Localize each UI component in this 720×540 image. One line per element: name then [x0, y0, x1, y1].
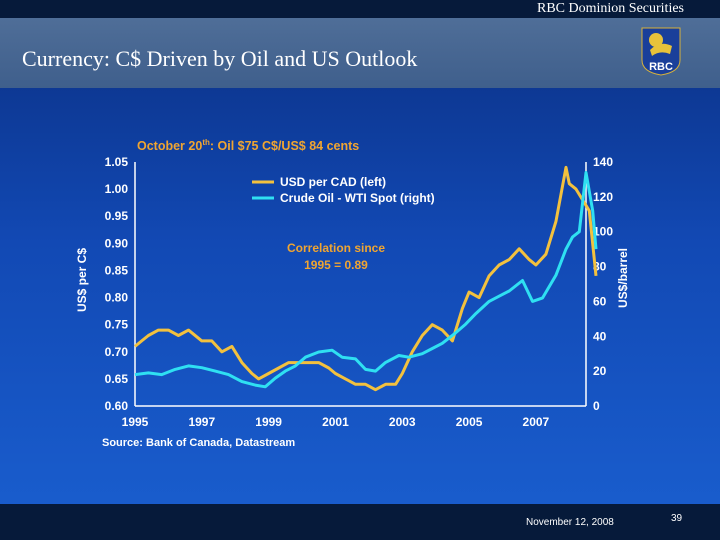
y-left-tick-label: 0.85: [105, 263, 129, 277]
y-left-tick-label: 0.70: [105, 345, 129, 359]
y-left-tick-label: 1.00: [105, 182, 129, 196]
logo-text: RBC: [649, 61, 673, 73]
chart-title-suffix: : Oil $75 C$/US$ 84 cents: [210, 139, 359, 153]
x-tick-label: 1997: [188, 415, 215, 429]
correlation-annotation-line2: 1995 = 0.89: [304, 258, 368, 272]
legend-label-usdcad: USD per CAD (left): [280, 175, 386, 189]
y-left-tick-label: 0.95: [105, 209, 129, 223]
bottom-bar: November 12, 2008 39: [0, 504, 720, 540]
x-tick-label: 1995: [122, 415, 149, 429]
series-lines: [134, 165, 598, 392]
y-left-tick-label: 0.65: [105, 372, 129, 386]
y-right-tick-label: 40: [593, 329, 607, 343]
y-right-tick-label: 0: [593, 399, 600, 413]
y-right-tick-label: 60: [593, 294, 607, 308]
chart-title-prefix: October 20: [137, 139, 202, 153]
x-tick-label: 2007: [523, 415, 550, 429]
title-bar: Currency: C$ Driven by Oil and US Outloo…: [0, 18, 720, 88]
page-number: 39: [671, 513, 683, 524]
legend: USD per CAD (left) Crude Oil - WTI Spot …: [252, 175, 435, 205]
footer-date: November 12, 2008: [526, 517, 614, 528]
firm-name: RBC Dominion Securities: [537, 1, 684, 16]
y-left-tick-label: 0.90: [105, 236, 129, 250]
top-bar: RBC Dominion Securities: [0, 0, 720, 18]
legend-label-oil: Crude Oil - WTI Spot (right): [280, 191, 435, 205]
y-right-tick-label: 20: [593, 364, 607, 378]
y-left-tick-label: 0.75: [105, 318, 129, 332]
x-tick-label: 1999: [255, 415, 282, 429]
tick-labels: 0.60 0.65 0.70 0.75 0.80 0.85 0.90 0.95 1.00 1.05…: [105, 155, 614, 429]
series-line-oil: [134, 171, 598, 389]
correlation-annotation-line1: Correlation since: [287, 241, 385, 255]
y-right-tick-label: 140: [593, 155, 613, 169]
y-left-tick-label: 1.05: [105, 155, 129, 169]
chart-title-superscript: th: [202, 138, 210, 147]
y-left-tick-label: 0.80: [105, 291, 129, 305]
y-right-tick-label: 100: [593, 225, 613, 239]
x-tick-label: 2003: [389, 415, 416, 429]
chart-title: October 20th: Oil $75 C$/US$ 84 cents: [137, 138, 359, 153]
y-left-tick-label: 0.60: [105, 399, 129, 413]
y-right-tick-label: 120: [593, 190, 613, 204]
x-tick-label: 2001: [322, 415, 349, 429]
y-axis-left-label: US$ per C$: [75, 248, 89, 312]
chart-source: Source: Bank of Canada, Datastream: [102, 437, 295, 449]
rbc-logo-icon: RBC: [641, 27, 681, 76]
x-tick-label: 2005: [456, 415, 483, 429]
slide-title: Currency: C$ Driven by Oil and US Outloo…: [22, 46, 418, 71]
y-axis-right-label: US$/barrel: [616, 248, 630, 308]
series-line-usdcad: [134, 165, 598, 392]
